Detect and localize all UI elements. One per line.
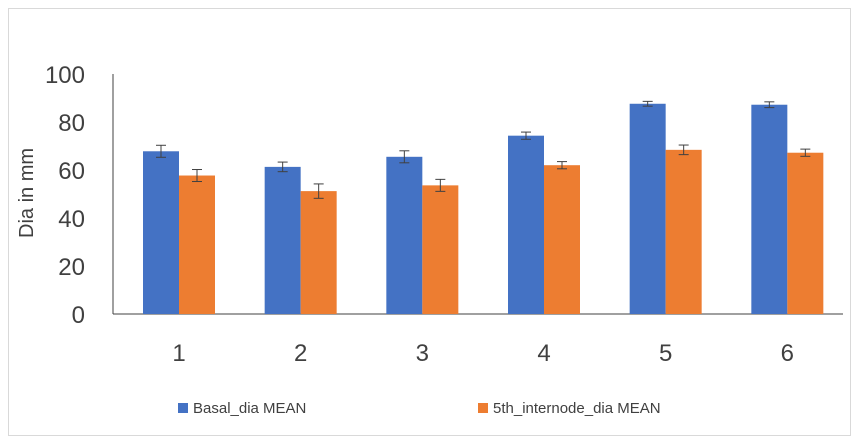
- bar-internode-4: [544, 165, 580, 314]
- bar-basal-4: [508, 135, 544, 314]
- error-bar: [678, 144, 689, 156]
- legend-item-basal: Basal_dia MEAN: [178, 400, 306, 417]
- bar-internode-2: [300, 191, 337, 314]
- legend-swatch: [478, 403, 488, 413]
- error-bar: [156, 144, 166, 158]
- y-axis-title: Dia in mm: [16, 148, 38, 238]
- bar-basal-1: [143, 151, 179, 314]
- bar-basal-3: [386, 156, 423, 314]
- bar-internode-6: [787, 152, 824, 314]
- bar-basal-6: [751, 104, 788, 314]
- error-bar: [764, 101, 775, 109]
- bar-internode-5: [665, 149, 702, 314]
- error-bar: [313, 183, 324, 199]
- y-tick-label: 20: [58, 254, 85, 281]
- y-tick-label: 60: [58, 158, 85, 185]
- error-bar: [399, 150, 410, 164]
- x-tick-label: 5: [659, 340, 672, 367]
- bars-group: [143, 100, 824, 314]
- bar-internode-1: [179, 175, 215, 314]
- x-axis-ticks: 1 2 3 4 5 6: [172, 340, 794, 367]
- legend-label: 5th_internode_dia MEAN: [493, 400, 661, 417]
- legend-label: Basal_dia MEAN: [193, 400, 306, 417]
- bar-basal-2: [264, 166, 301, 314]
- y-tick-label: 100: [45, 62, 85, 89]
- x-tick-label: 1: [172, 340, 185, 367]
- error-bar: [521, 131, 531, 140]
- error-bar: [642, 100, 653, 107]
- error-bar: [557, 161, 567, 170]
- error-bar: [800, 148, 811, 157]
- y-tick-label: 40: [58, 206, 85, 233]
- y-axis-ticks: 0 20 40 60 80 100: [45, 62, 85, 329]
- x-tick-label: 6: [781, 340, 794, 367]
- x-tick-label: 2: [294, 340, 307, 367]
- y-tick-label: 0: [72, 302, 85, 329]
- y-tick-label: 80: [58, 110, 85, 137]
- bar-basal-5: [629, 103, 666, 314]
- legend: Basal_dia MEAN 5th_internode_dia MEAN: [178, 400, 661, 417]
- x-tick-label: 4: [537, 340, 550, 367]
- error-bar: [192, 169, 202, 183]
- bar-internode-3: [422, 185, 459, 314]
- error-bar: [435, 178, 446, 192]
- legend-item-internode: 5th_internode_dia MEAN: [478, 400, 661, 417]
- x-tick-label: 3: [416, 340, 429, 367]
- legend-swatch: [178, 403, 188, 413]
- error-bar: [277, 161, 288, 173]
